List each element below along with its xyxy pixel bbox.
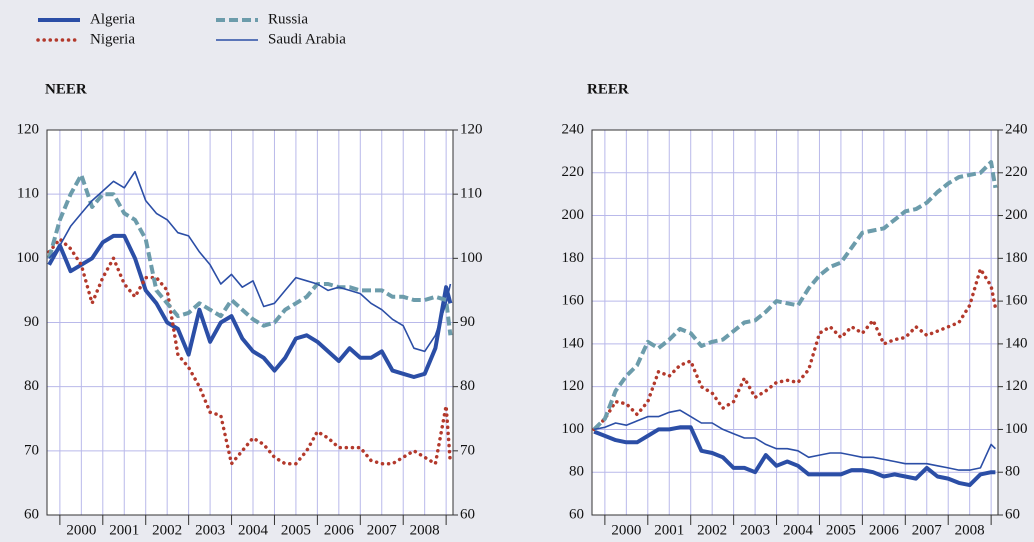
y2-tick-label: 110 [460,186,482,202]
y-tick-label: 100 [562,421,585,437]
x-tick-label: 2006 [324,522,355,538]
x-tick-label: 2004 [238,522,269,538]
x-tick-label: 2003 [740,522,770,538]
series-line [48,170,452,353]
x-tick-label: 2005 [281,522,311,538]
y2-tick-label: 140 [1005,335,1028,351]
chart-title: REER [587,81,629,97]
x-tick-label: 2000 [611,522,641,538]
x-tick-label: 2004 [783,522,814,538]
y2-tick-label: 100 [1005,421,1028,437]
plot-frame [591,129,999,516]
plot-frame [46,129,454,516]
y2-tick-label: 90 [460,314,475,330]
series-line [593,409,996,471]
y-tick-label: 70 [24,442,39,458]
series-line [592,160,998,431]
y-tick-label: 140 [562,335,585,351]
y-tick-label: 80 [24,378,39,394]
y2-tick-label: 70 [460,442,475,458]
series-line [47,233,453,379]
x-tick-label: 2002 [697,522,727,538]
y2-tick-label: 220 [1005,164,1028,180]
y-tick-label: 60 [24,506,39,522]
x-tick-label: 2007 [912,522,943,538]
y-tick-label: 80 [569,464,584,480]
x-tick-label: 2008 [410,522,440,538]
x-tick-label: 2003 [195,522,225,538]
legend-label: Saudi Arabia [268,31,346,47]
y2-tick-label: 100 [460,250,483,266]
y2-tick-label: 60 [1005,506,1020,522]
series-line [47,172,453,336]
y2-tick-label: 160 [1005,293,1028,309]
y2-tick-label: 60 [460,506,475,522]
y-tick-label: 240 [562,121,585,137]
legend-label: Russia [268,11,308,27]
y-tick-label: 200 [562,207,585,223]
series-line [47,237,453,466]
x-tick-label: 2006 [869,522,900,538]
y-tick-label: 120 [562,378,585,394]
plot-area [592,130,998,515]
y2-tick-label: 120 [460,121,483,137]
y-tick-label: 180 [562,250,585,266]
y2-tick-label: 240 [1005,121,1028,137]
legend-label: Algeria [90,11,135,27]
x-tick-label: 2005 [826,522,856,538]
y2-tick-label: 180 [1005,250,1028,266]
series-line [593,425,996,488]
x-tick-label: 2007 [367,522,398,538]
series-line [592,267,998,432]
y-tick-label: 90 [24,314,39,330]
y-tick-label: 120 [17,121,40,137]
legend-label: Nigeria [90,31,135,47]
chart-title: NEER [45,81,87,97]
y2-tick-label: 120 [1005,378,1028,394]
x-tick-label: 2002 [152,522,182,538]
x-tick-label: 2000 [66,522,96,538]
y-tick-label: 60 [569,506,584,522]
y2-tick-label: 80 [1005,464,1020,480]
y-tick-label: 220 [562,164,585,180]
x-tick-label: 2008 [955,522,985,538]
y-tick-label: 160 [562,293,585,309]
y2-tick-label: 200 [1005,207,1028,223]
x-tick-label: 2001 [109,522,139,538]
x-tick-label: 2001 [654,522,684,538]
y-tick-label: 100 [17,250,40,266]
y-tick-label: 110 [17,186,39,202]
y2-tick-label: 80 [460,378,475,394]
